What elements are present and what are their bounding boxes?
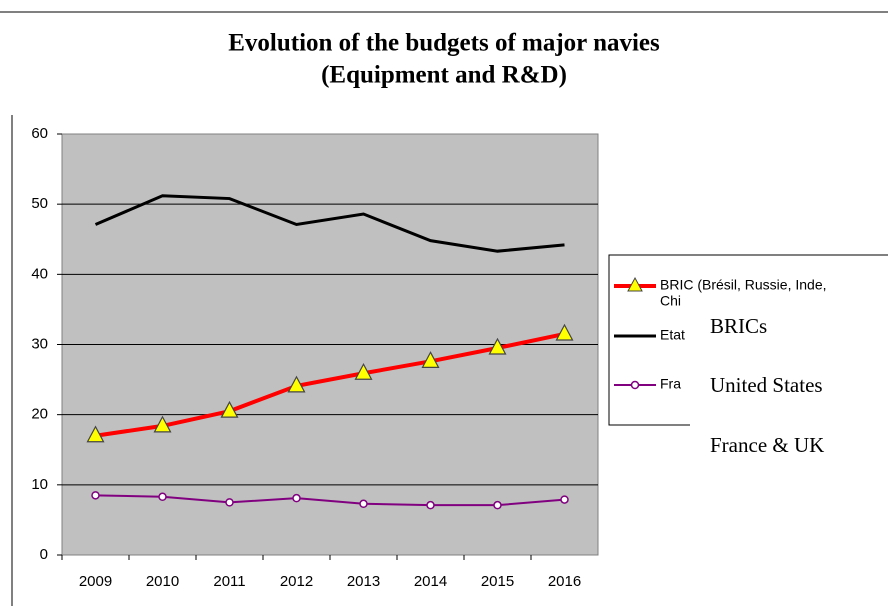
data-point: [555, 323, 574, 341]
x-tick-label: 2014: [414, 573, 447, 590]
chart-title: Evolution of the budgets of major navies: [228, 30, 660, 57]
y-tick-label: 10: [31, 476, 48, 493]
data-point: [91, 491, 100, 500]
data-point: [493, 500, 502, 510]
legend-fragment: Etat: [660, 327, 685, 343]
data-point: [292, 493, 301, 503]
y-tick-label: 60: [31, 125, 48, 142]
legend-marker: [627, 276, 643, 292]
legend-marker: [630, 380, 640, 390]
legend-label: BRICs: [710, 314, 767, 338]
x-tick-label: 2010: [146, 573, 179, 590]
data-point: [354, 362, 373, 380]
data-point: [225, 498, 234, 507]
chart-subtitle: (Equipment and R&D): [321, 62, 567, 89]
legend-fragment: BRIC (Brésil, Russie, Inde,: [660, 277, 827, 293]
data-point: [426, 500, 435, 510]
legend-label: France & UK: [710, 433, 824, 457]
series-line: [94, 194, 565, 253]
data-point: [421, 351, 440, 368]
data-point: [359, 499, 368, 509]
y-tick-label: 0: [40, 546, 48, 563]
data-point: [287, 375, 306, 393]
data-point: [153, 415, 172, 433]
legend-fragment: Chi: [660, 293, 681, 309]
data-point: [158, 492, 167, 502]
x-tick-label: 2012: [280, 573, 313, 590]
legend-overlay: [690, 306, 888, 470]
data-point: [560, 495, 569, 504]
y-tick-label: 50: [31, 195, 48, 212]
series-line: [95, 332, 565, 438]
legend-label: United States: [710, 373, 823, 397]
legend-fragment: Fra: [660, 376, 681, 392]
x-tick-label: 2015: [481, 573, 514, 590]
x-tick-label: 2013: [347, 573, 380, 590]
data-point: [488, 337, 507, 355]
x-tick-label: 2016: [548, 573, 581, 590]
y-tick-label: 30: [31, 335, 48, 352]
data-point: [86, 425, 105, 443]
y-tick-label: 40: [31, 265, 48, 282]
y-tick-label: 20: [31, 406, 48, 423]
series-line: [95, 494, 565, 507]
x-tick-label: 2011: [213, 573, 245, 590]
data-point: [220, 400, 239, 418]
x-tick-label: 2009: [79, 573, 112, 590]
